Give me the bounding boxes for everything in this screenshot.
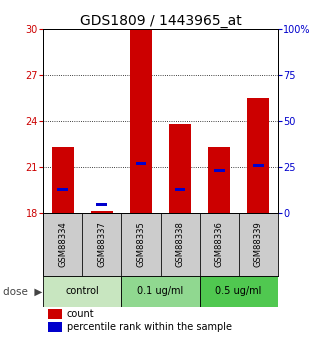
Bar xyxy=(169,124,191,213)
Bar xyxy=(160,213,200,276)
Bar xyxy=(48,309,62,319)
Bar xyxy=(253,164,264,167)
Text: GSM88335: GSM88335 xyxy=(136,221,145,267)
Bar xyxy=(121,213,160,276)
Bar xyxy=(175,188,186,191)
Bar xyxy=(213,169,225,172)
Bar xyxy=(130,29,152,213)
Text: 0.1 ug/ml: 0.1 ug/ml xyxy=(137,286,184,296)
Bar xyxy=(43,276,121,307)
Bar xyxy=(91,211,113,213)
Bar xyxy=(200,213,239,276)
Bar xyxy=(48,322,62,332)
Bar xyxy=(208,147,230,213)
Bar xyxy=(247,98,269,213)
Bar xyxy=(57,188,68,191)
Bar xyxy=(135,162,146,165)
Text: GSM88339: GSM88339 xyxy=(254,221,263,267)
Text: GSM88334: GSM88334 xyxy=(58,221,67,267)
Bar xyxy=(82,213,121,276)
Bar xyxy=(43,213,82,276)
Text: 0.5 ug/ml: 0.5 ug/ml xyxy=(215,286,262,296)
Title: GDS1809 / 1443965_at: GDS1809 / 1443965_at xyxy=(80,14,241,28)
Bar xyxy=(200,276,278,307)
Bar xyxy=(121,276,200,307)
Text: GSM88338: GSM88338 xyxy=(176,221,185,267)
Bar xyxy=(96,203,108,206)
Bar xyxy=(239,213,278,276)
Text: count: count xyxy=(67,309,94,319)
Text: GSM88337: GSM88337 xyxy=(97,221,107,267)
Text: percentile rank within the sample: percentile rank within the sample xyxy=(67,322,232,332)
Text: dose  ▶: dose ▶ xyxy=(3,286,43,296)
Text: control: control xyxy=(65,286,99,296)
Text: GSM88336: GSM88336 xyxy=(214,221,224,267)
Bar xyxy=(52,147,74,213)
